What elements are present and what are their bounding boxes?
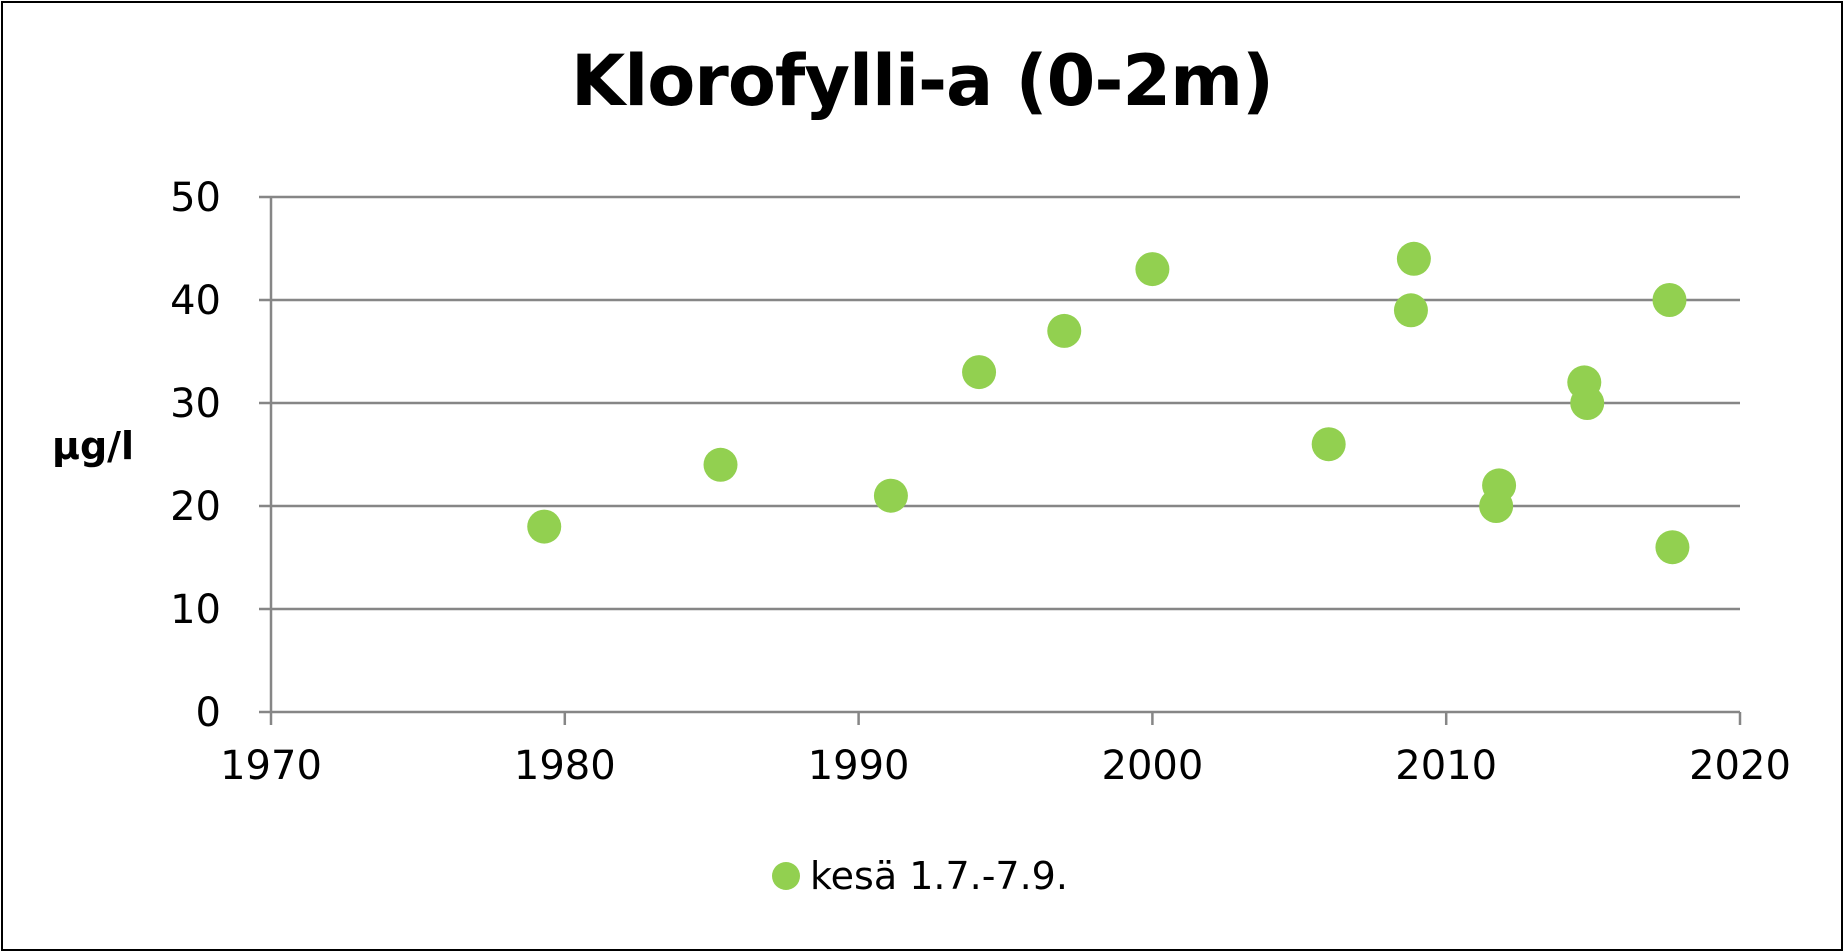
x-tick-label-2020: 2020	[1689, 743, 1791, 789]
y-axis-label: µg/l	[52, 424, 135, 468]
data-point	[1047, 313, 1082, 348]
y-tick-label-40: 40	[170, 278, 221, 324]
gridlines	[259, 195, 1740, 611]
x-tick-label-1990: 1990	[808, 743, 910, 789]
legend: kesä 1.7.-7.9.	[772, 854, 1068, 898]
legend-marker	[772, 862, 800, 890]
y-tick-label-50: 50	[170, 175, 221, 221]
data-point	[873, 478, 908, 513]
x-tick-label-1970: 1970	[220, 743, 322, 789]
data-point	[1655, 530, 1690, 565]
data-point	[1652, 283, 1687, 317]
y-tick-label-0: 0	[196, 690, 221, 736]
data-point	[1311, 427, 1346, 462]
x-tick-label-1980: 1980	[514, 743, 616, 789]
data-point	[1135, 252, 1170, 287]
x-tick-label-2000: 2000	[1102, 743, 1204, 789]
axes	[259, 197, 1742, 725]
chart-title: Klorofylli-a (0-2m)	[570, 40, 1274, 122]
data-point	[962, 355, 997, 390]
data-point	[1479, 489, 1514, 523]
data-point	[1396, 241, 1431, 276]
y-tick-label-30: 30	[170, 381, 221, 427]
data-point	[527, 509, 562, 544]
data-point	[1570, 386, 1605, 420]
data-point	[703, 447, 738, 482]
x-tick-label-2010: 2010	[1395, 743, 1497, 789]
legend-label: kesä 1.7.-7.9.	[810, 854, 1068, 898]
data-point	[1393, 293, 1428, 328]
tick-labels: 0 10 20 30 40 50 1970 1980 1990 2000 2010 2020	[170, 175, 1791, 789]
y-tick-label-10: 10	[170, 587, 221, 633]
data-points	[527, 241, 1690, 565]
y-tick-label-20: 20	[170, 484, 221, 530]
